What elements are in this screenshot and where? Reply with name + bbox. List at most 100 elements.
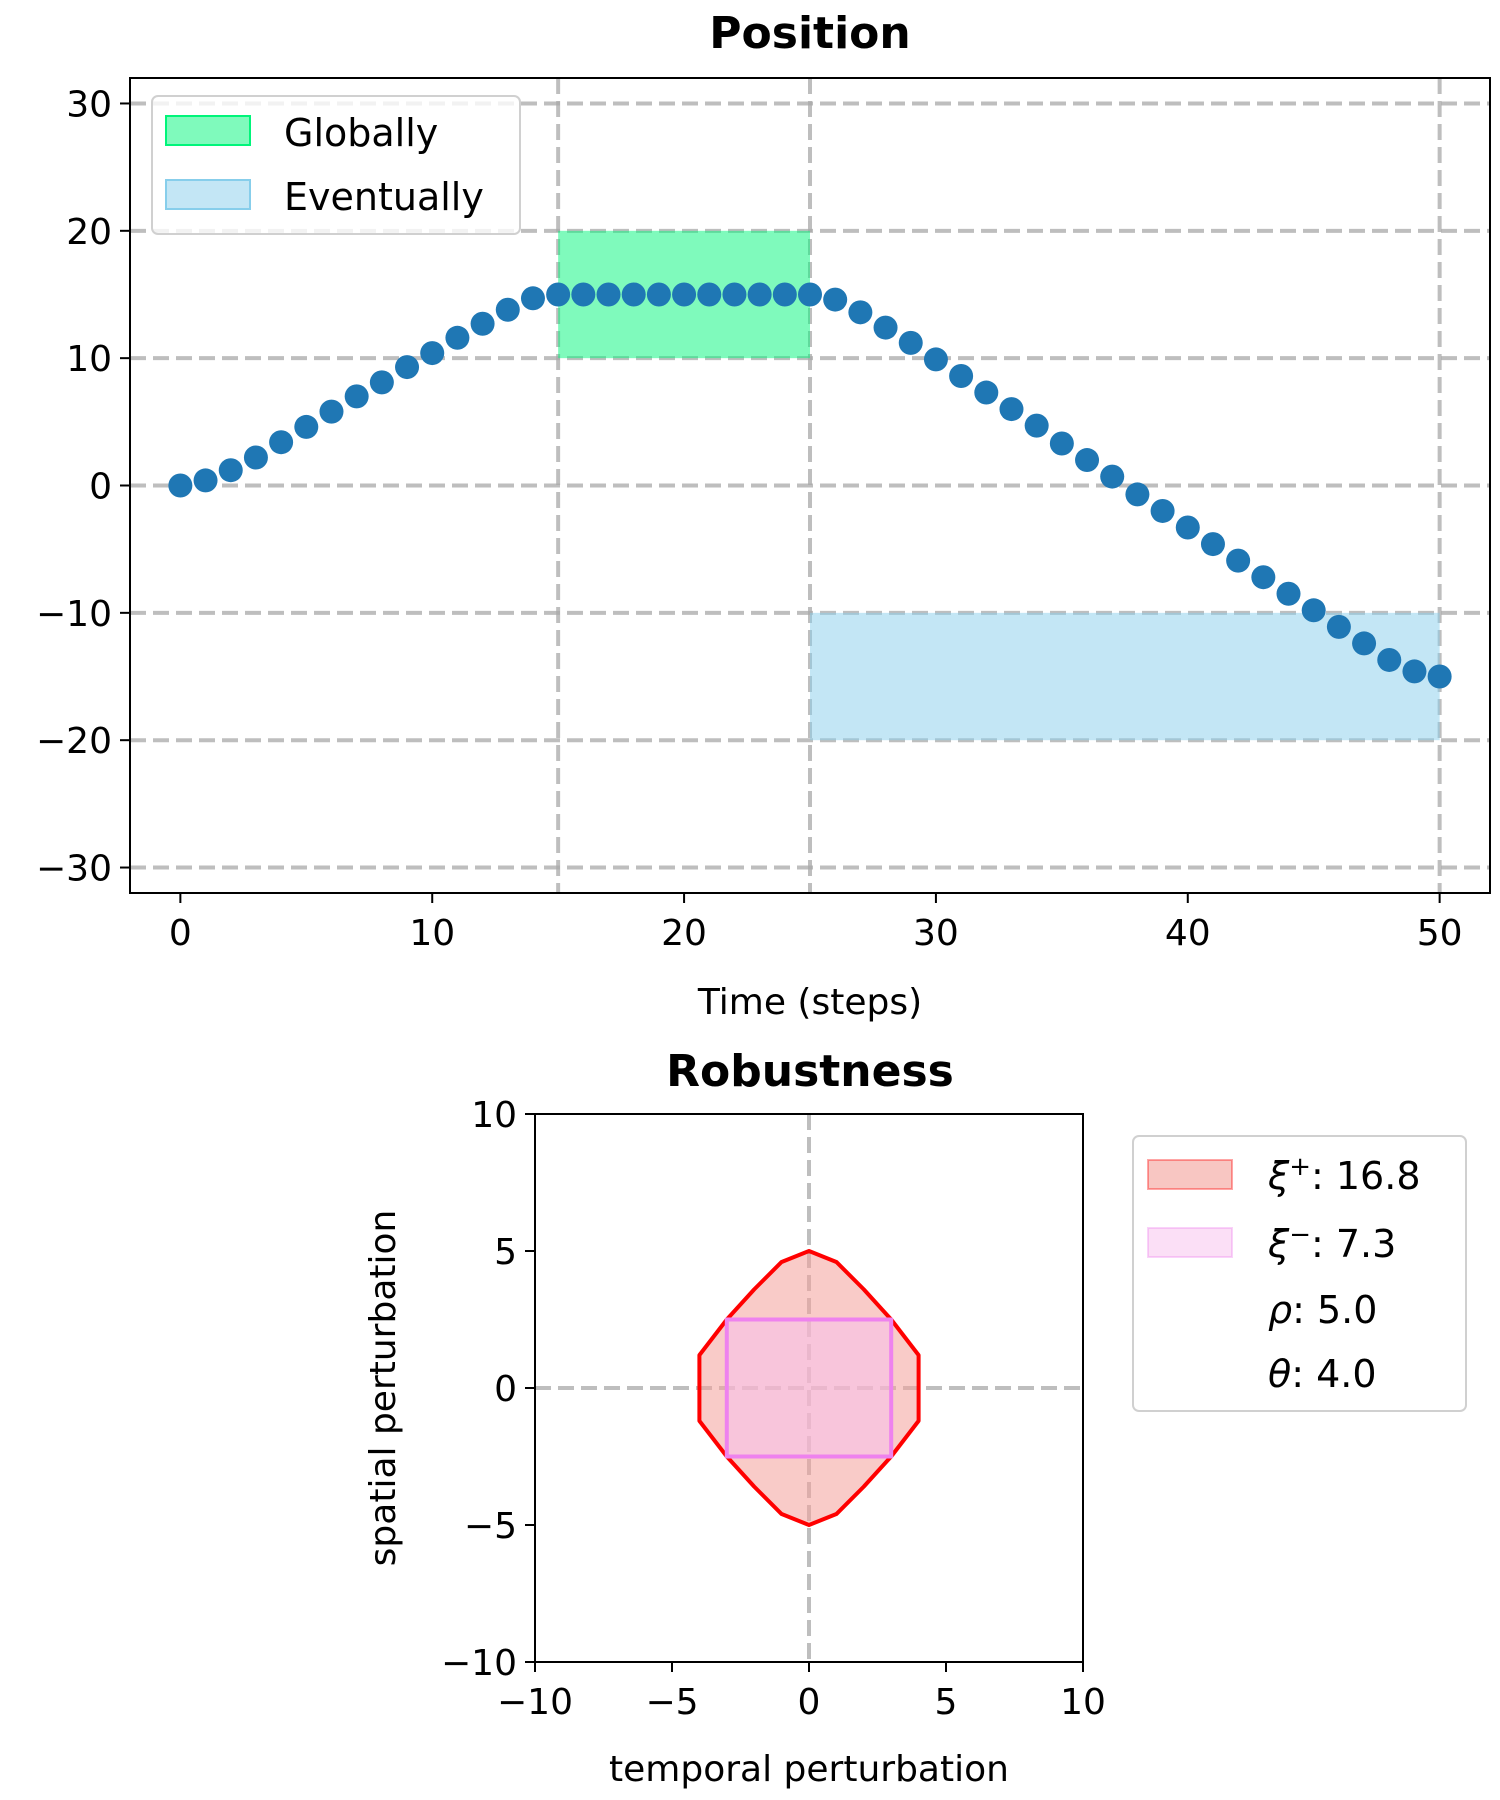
data-point <box>646 282 671 307</box>
data-point <box>369 370 394 395</box>
y-tick-label: 0 <box>89 467 112 508</box>
legend-label-rho: ρ: 5.0 <box>1268 1288 1377 1332</box>
legend-swatch-xi-minus <box>1147 1227 1233 1258</box>
data-point <box>898 330 923 355</box>
x-tick-label: −5 <box>645 1682 698 1723</box>
x-tick-label: 0 <box>798 1682 821 1723</box>
robustness-y-ticks: −10 −5 0 5 10 <box>441 1095 535 1684</box>
legend-label-globally: Globally <box>284 111 438 155</box>
data-point <box>420 341 445 366</box>
data-point <box>1352 631 1377 656</box>
robustness-chart: Robustness −10 −5 0 5 10 −10 −5 0 5 10 temporal … <box>363 1046 1467 1790</box>
data-point <box>344 384 369 409</box>
data-point <box>1276 581 1301 606</box>
data-point <box>1075 448 1100 473</box>
y-tick-label: 10 <box>66 339 112 380</box>
data-point <box>747 282 772 307</box>
position-chart: Position 0 10 20 30 40 50 −30 −20 −10 0 10 20 30 Ti… <box>36 8 1491 1023</box>
robustness-legend: ξ+: 16.8 ξ−: 7.3 ρ: 5.0 θ: 4.0 <box>1132 1135 1467 1412</box>
data-point <box>823 287 848 312</box>
x-tick-label: 5 <box>935 1682 958 1723</box>
data-point <box>1100 464 1125 489</box>
data-point <box>520 286 545 311</box>
data-point <box>445 325 470 350</box>
legend-label-theta: θ: 4.0 <box>1268 1352 1377 1396</box>
legend-label-xi-minus: ξ−: 7.3 <box>1267 1220 1396 1266</box>
data-point <box>243 445 268 470</box>
x-tick-label: −10 <box>497 1682 573 1723</box>
data-point <box>1024 413 1049 438</box>
robustness-regions <box>697 1249 921 1527</box>
data-point <box>1326 614 1351 639</box>
x-tick-label: 10 <box>409 913 455 954</box>
data-point <box>1150 498 1175 523</box>
legend-swatch-eventually <box>165 179 251 210</box>
y-tick-label: 5 <box>494 1232 517 1273</box>
y-tick-label: 20 <box>66 212 112 253</box>
x-tick-label: 0 <box>169 913 192 954</box>
y-tick-label: −20 <box>36 721 112 762</box>
xi-minus-region <box>724 1317 894 1459</box>
data-point <box>395 355 420 380</box>
robustness-legend-box <box>1132 1135 1467 1412</box>
data-point <box>269 430 294 455</box>
position-points <box>168 282 1452 689</box>
position-legend: Globally Eventually <box>151 95 521 235</box>
data-point <box>218 458 243 483</box>
data-point <box>873 315 898 340</box>
legend-swatch-globally <box>165 115 251 146</box>
data-point <box>672 282 697 307</box>
x-tick-label: 10 <box>1060 1682 1106 1723</box>
data-point <box>1049 431 1074 456</box>
data-point <box>697 282 722 307</box>
data-point <box>798 282 822 307</box>
robustness-x-ticks: −10 −5 0 5 10 <box>497 1662 1106 1723</box>
data-point <box>1125 482 1150 507</box>
data-point <box>1377 647 1402 672</box>
data-point <box>596 282 621 307</box>
data-point <box>1226 548 1251 573</box>
x-tick-label: 30 <box>913 913 959 954</box>
data-point <box>772 282 797 307</box>
y-tick-label: −10 <box>36 594 112 635</box>
position-y-ticks: −30 −20 −10 0 10 20 30 <box>36 84 130 890</box>
position-title: Position <box>709 8 910 59</box>
x-tick-label: 20 <box>661 913 707 954</box>
data-point <box>294 414 319 439</box>
legend-label-eventually: Eventually <box>284 175 484 219</box>
data-point <box>621 282 646 307</box>
data-point <box>722 282 747 307</box>
y-tick-label: 10 <box>471 1095 517 1136</box>
data-point <box>1427 664 1452 689</box>
x-tick-label: 40 <box>1165 913 1211 954</box>
data-point <box>923 347 948 372</box>
data-point <box>999 397 1024 422</box>
position-x-ticks: 0 10 20 30 40 50 <box>169 893 1463 954</box>
legend-label-xi-plus: ξ+: 16.8 <box>1267 1152 1421 1198</box>
data-point <box>168 473 193 498</box>
y-tick-label: −30 <box>36 849 112 890</box>
data-point <box>319 399 344 424</box>
data-point <box>470 311 495 336</box>
y-tick-label: −10 <box>441 1643 517 1684</box>
y-tick-label: 30 <box>66 84 112 125</box>
data-point <box>193 468 218 493</box>
data-point <box>1251 565 1276 590</box>
y-tick-label: 0 <box>494 1369 517 1410</box>
data-point <box>1200 532 1225 557</box>
data-point <box>848 300 873 325</box>
position-x-label: Time (steps) <box>697 982 922 1023</box>
data-point <box>1175 515 1200 540</box>
data-point <box>546 282 571 307</box>
robustness-y-label: spatial perturbation <box>363 1210 404 1567</box>
data-point <box>1301 598 1326 623</box>
robustness-title: Robustness <box>666 1046 954 1097</box>
legend-swatch-xi-plus <box>1147 1159 1233 1190</box>
data-point <box>495 297 520 322</box>
data-point <box>949 363 974 388</box>
data-point <box>974 380 999 405</box>
robustness-x-label: temporal perturbation <box>609 1749 1009 1790</box>
data-point <box>1402 659 1427 684</box>
data-point <box>571 282 596 307</box>
